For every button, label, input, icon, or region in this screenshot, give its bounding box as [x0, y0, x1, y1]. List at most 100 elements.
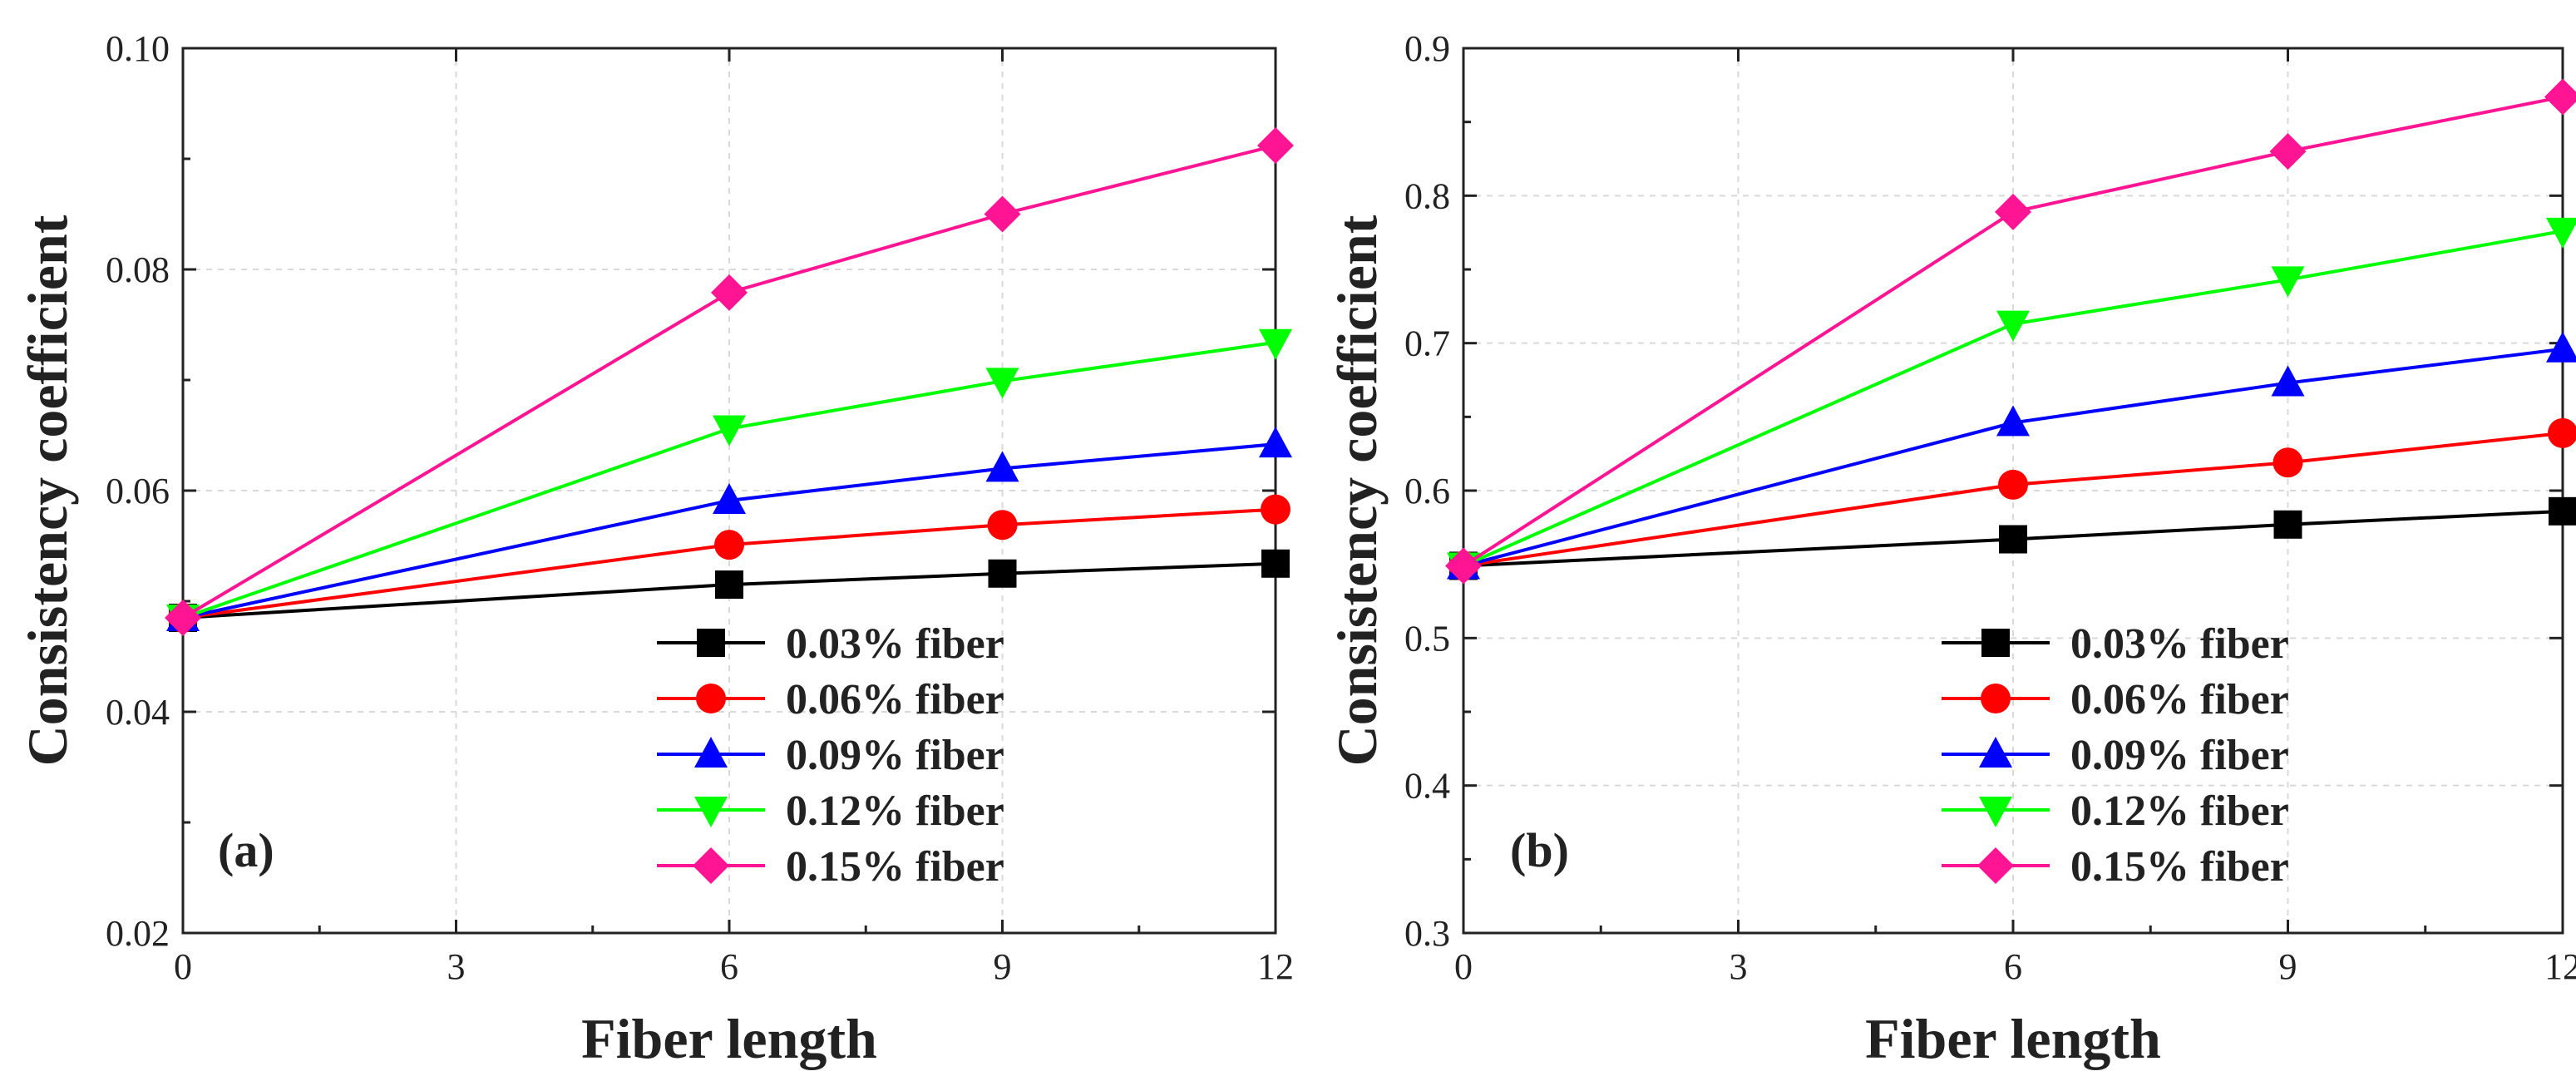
series-line [1463, 229, 2564, 568]
legend: 0.03% fiber 0.06% fiber 0.09% fiber 0.12% f… [1942, 620, 2289, 891]
data-point [2546, 217, 2576, 249]
data-point [1261, 549, 1290, 578]
x-tick-label: 12 [2544, 946, 2576, 987]
x-axis-title: Fiber length [581, 1007, 877, 1070]
chart-panel-a: 0 3 6 9 12 0.02 0.04 0.06 0.08 0.10 Fiber length Co… [16, 28, 1294, 1070]
x-tick-label: 0 [174, 946, 192, 987]
data-point [2271, 365, 2305, 397]
data-point [1998, 469, 2028, 500]
y-tick-label: 0.02 [106, 913, 170, 954]
x-tick-label: 9 [2279, 946, 2297, 987]
series-line [1463, 431, 2564, 568]
legend-marker [1981, 629, 2010, 657]
data-point [165, 599, 201, 636]
data-point [2549, 496, 2576, 526]
series-line [182, 561, 1276, 620]
legend-marker [1977, 847, 2014, 884]
legend-label: 0.03% fiber [2070, 620, 2289, 668]
y-tick-label: 0.06 [106, 471, 170, 511]
legend-label: 0.03% fiber [786, 620, 1004, 668]
legend-marker [696, 684, 726, 713]
legend-item: 0.12% fiber [657, 787, 1004, 835]
data-point [1257, 127, 1294, 165]
y-tick-label: 0.10 [106, 28, 170, 69]
series-line [1463, 509, 2564, 568]
x-tick-label: 12 [1257, 946, 1294, 987]
series-line [182, 340, 1276, 620]
legend-label: 0.12% fiber [786, 787, 1004, 835]
legend-item: 0.09% fiber [1942, 732, 2289, 779]
data-point [1996, 310, 2030, 342]
data-point [984, 195, 1021, 233]
legend-label: 0.12% fiber [2070, 787, 2289, 835]
y-tick-label: 0.6 [1404, 471, 1450, 511]
data-point [1259, 328, 1292, 360]
y-axis-title: Consistency coefficient [1325, 215, 1389, 766]
series-line [181, 144, 1276, 620]
data-point [2269, 133, 2307, 170]
series-line [182, 507, 1276, 620]
legend-label: 0.09% fiber [2070, 732, 2289, 779]
data-point [987, 510, 1018, 541]
data-point [1259, 427, 1292, 458]
series-4 [165, 127, 1294, 636]
data-point [2546, 331, 2576, 363]
data-point [2273, 510, 2302, 539]
legend-item: 0.03% fiber [1942, 620, 2289, 668]
data-point [1999, 525, 2027, 554]
legend-marker [694, 737, 728, 768]
legend-item: 0.09% fiber [657, 732, 1004, 779]
x-tick-label: 6 [2004, 946, 2022, 987]
data-point [713, 415, 746, 447]
y-tick-label: 0.9 [1404, 28, 1450, 69]
legend-label: 0.15% fiber [786, 843, 1004, 891]
legend-marker [697, 629, 725, 657]
chart-panel-b: 0 3 6 9 12 0.3 0.4 0.5 0.6 0.7 0.8 0.9 Fiber length C… [1325, 28, 2576, 1070]
y-axis-title: Consistency coefficient [16, 215, 79, 766]
x-tick-label: 9 [994, 946, 1012, 987]
panel-label: (a) [218, 823, 274, 877]
legend: 0.03% fiber 0.06% fiber 0.09% fiber 0.12% f… [657, 620, 1004, 891]
data-point [988, 559, 1017, 588]
y-tick-label: 0.08 [106, 249, 170, 290]
legend-label: 0.15% fiber [2070, 843, 2289, 891]
y-tick-label: 0.4 [1404, 766, 1450, 807]
legend-item: 0.06% fiber [657, 676, 1004, 723]
y-tick-label: 0.7 [1404, 323, 1450, 364]
data-point [711, 274, 748, 311]
y-tick-label: 0.3 [1404, 913, 1450, 954]
data-point [713, 482, 746, 514]
data-point [2273, 447, 2303, 478]
data-point [1445, 547, 1482, 585]
legend-marker [1981, 684, 2011, 713]
panel-label: (b) [1510, 823, 1569, 877]
legend-label: 0.09% fiber [786, 732, 1004, 779]
legend-marker [1979, 797, 2012, 827]
series-line [1462, 95, 2564, 568]
x-tick-label: 3 [447, 946, 466, 987]
legend-label: 0.06% fiber [2070, 676, 2289, 723]
legend-item: 0.12% fiber [1942, 787, 2289, 835]
data-point [985, 451, 1019, 482]
legend-item: 0.15% fiber [657, 843, 1004, 891]
legend-marker [1979, 737, 2012, 768]
data-point [1996, 405, 2030, 437]
legend-label: 0.06% fiber [786, 676, 1004, 723]
data-point [2544, 78, 2576, 116]
x-tick-label: 3 [1730, 946, 1748, 987]
y-tick-label: 0.04 [106, 692, 170, 733]
data-point [714, 530, 744, 560]
x-tick-label: 0 [1454, 946, 1473, 987]
data-point [985, 368, 1019, 399]
data-point [1261, 494, 1290, 525]
legend-item: 0.06% fiber [1942, 676, 2289, 723]
series-4 [1445, 78, 2576, 585]
series-line [182, 442, 1276, 620]
data-point [2271, 266, 2305, 298]
series-1 [1448, 417, 2576, 581]
data-point [715, 570, 743, 600]
legend-item: 0.03% fiber [657, 620, 1004, 668]
series-0 [1449, 496, 2576, 580]
x-axis-title: Fiber length [1865, 1007, 2161, 1070]
